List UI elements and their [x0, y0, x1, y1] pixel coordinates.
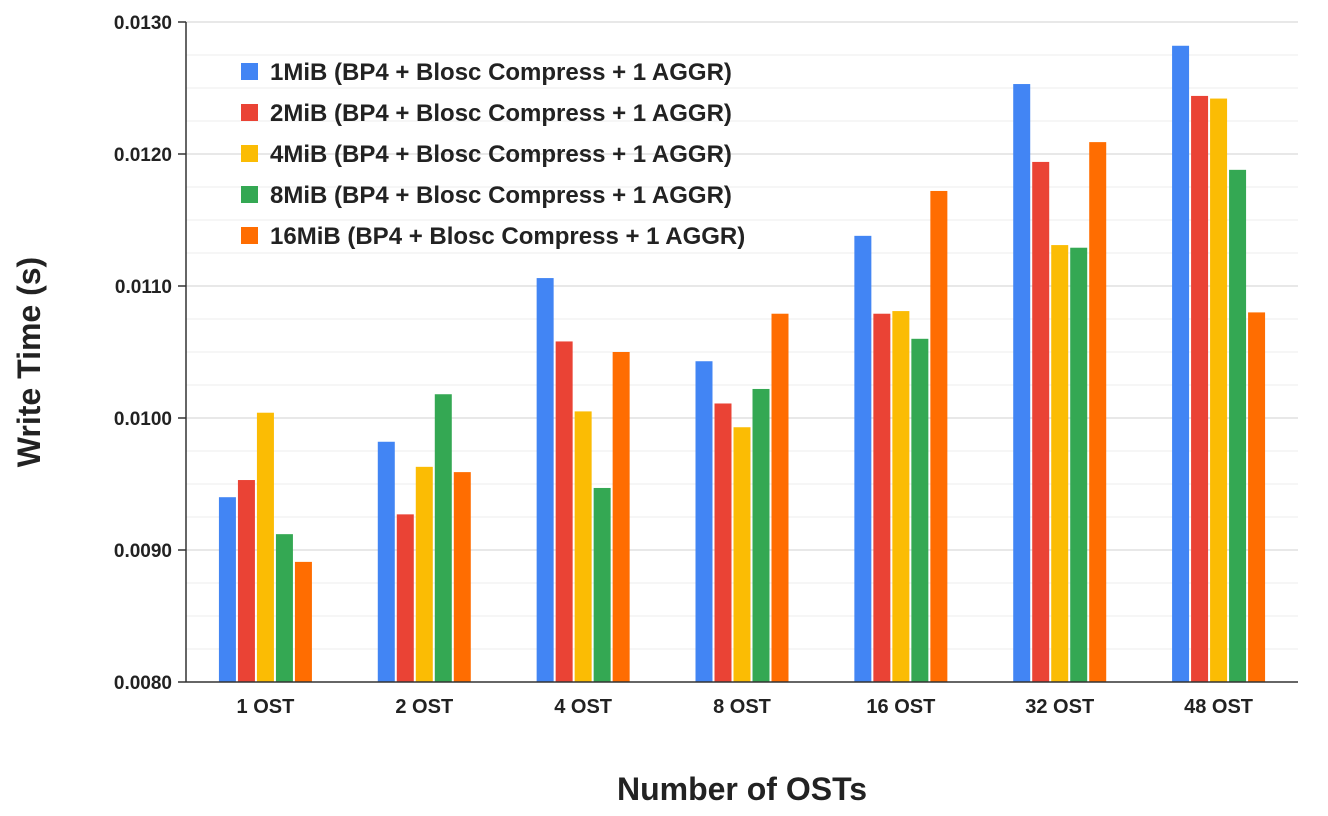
x-tick-label: 48 OST: [1184, 696, 1253, 718]
legend-swatch: [241, 63, 258, 80]
gridlines: [186, 21, 1298, 683]
bar-8-ost-series-4: [752, 388, 770, 682]
x-tick-label: 8 OST: [713, 696, 771, 718]
bar-2-ost-series-3: [415, 466, 433, 682]
legend: 1MiB (BP4 + Blosc Compress + 1 AGGR) 2MiB…: [241, 59, 745, 250]
bar-4-ost-series-5: [612, 352, 630, 682]
bar-16-ost-series-3: [892, 311, 910, 682]
y-axis-title: Write Time (s): [11, 257, 47, 467]
bar-8-ost-series-5: [771, 313, 789, 682]
legend-label: 1MiB (BP4 + Blosc Compress + 1 AGGR): [270, 59, 732, 86]
y-tick-labels: 0.0080 0.0090 0.0100 0.0110 0.0120 0.0130: [114, 13, 172, 694]
bar-2-ost-series-2: [396, 514, 414, 682]
bar-48-ost-series-3: [1210, 98, 1228, 682]
legend-swatch: [241, 227, 258, 244]
legend-label: 2MiB (BP4 + Blosc Compress + 1 AGGR): [270, 100, 732, 127]
y-tick-label: 0.0110: [115, 277, 172, 298]
x-axis-title: Number of OSTs: [617, 771, 867, 807]
y-tick-label: 0.0080: [114, 673, 172, 694]
legend-swatch: [241, 104, 258, 121]
bar-32-ost-series-4: [1070, 247, 1088, 682]
bar-4-ost-series-3: [574, 411, 592, 682]
bar-32-ost-series-2: [1032, 161, 1050, 683]
y-tick-label: 0.0130: [114, 13, 172, 34]
axes: [178, 21, 1298, 683]
bar-32-ost-series-3: [1051, 245, 1069, 682]
x-tick-labels: 1 OST 2 OST 4 OST 8 OST 16 OST 32 OST 48 OST: [237, 696, 1254, 718]
bar-16-ost-series-5: [930, 190, 948, 682]
x-tick-label: 1 OST: [237, 696, 295, 718]
bar-2-ost-series-5: [453, 472, 471, 682]
y-tick-label: 0.0100: [114, 409, 172, 430]
bar-4-ost-series-2: [555, 341, 573, 682]
y-tick-label: 0.0120: [114, 145, 172, 166]
bar-2-ost-series-4: [434, 394, 452, 682]
bar-4-ost-series-1: [536, 278, 554, 682]
bar-1-ost-series-3: [256, 412, 274, 682]
bar-16-ost-series-1: [854, 235, 872, 682]
legend-label: 8MiB (BP4 + Blosc Compress + 1 AGGR): [270, 182, 732, 209]
bar-1-ost-series-2: [237, 480, 255, 682]
bar-8-ost-series-2: [714, 403, 732, 682]
bar-1-ost-series-4: [275, 534, 293, 682]
x-tick-label: 2 OST: [395, 696, 453, 718]
bar-2-ost-series-1: [377, 441, 395, 682]
bar-32-ost-series-1: [1013, 84, 1031, 683]
x-tick-label: 4 OST: [554, 696, 612, 718]
bar-16-ost-series-4: [911, 338, 929, 682]
legend-label: 4MiB (BP4 + Blosc Compress + 1 AGGR): [270, 141, 732, 168]
bar-48-ost-series-5: [1248, 312, 1266, 682]
x-tick-label: 16 OST: [866, 696, 935, 718]
bar-48-ost-series-4: [1229, 169, 1247, 683]
legend-swatch: [241, 145, 258, 162]
bar-8-ost-series-3: [733, 427, 751, 682]
bar-16-ost-series-2: [873, 313, 891, 682]
legend-swatch: [241, 186, 258, 203]
bar-8-ost-series-1: [695, 361, 713, 682]
bar-1-ost-series-5: [294, 561, 312, 682]
y-tick-label: 0.0090: [114, 541, 172, 562]
legend-label: 16MiB (BP4 + Blosc Compress + 1 AGGR): [270, 223, 745, 250]
bar-1-ost-series-1: [218, 497, 236, 682]
bar-32-ost-series-5: [1089, 142, 1107, 682]
bar-48-ost-series-1: [1172, 45, 1190, 682]
bar-4-ost-series-4: [593, 487, 611, 682]
bar-48-ost-series-2: [1191, 95, 1209, 683]
bars: [218, 45, 1266, 683]
x-tick-label: 32 OST: [1025, 696, 1094, 718]
